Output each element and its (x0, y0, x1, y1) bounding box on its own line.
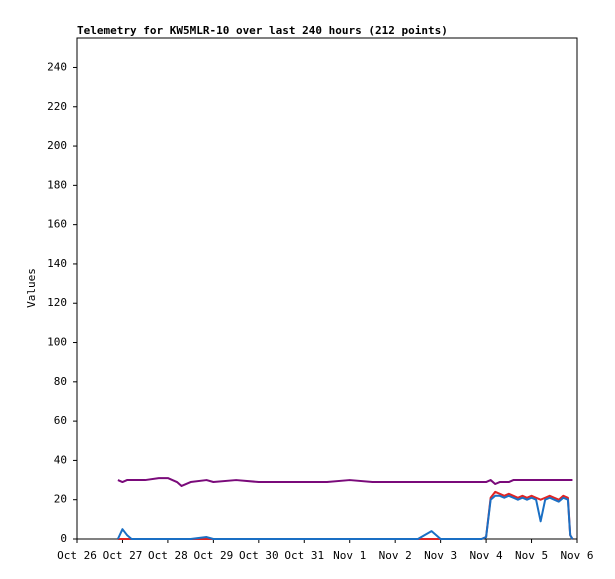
plot-frame (76, 37, 578, 540)
chart-title: Telemetry for KW5MLR-10 over last 240 ho… (77, 24, 448, 37)
series-line (117, 490, 574, 540)
x-tick-label: Nov 4 (470, 549, 503, 562)
series-line (117, 494, 574, 540)
y-tick-label: 0 (60, 532, 67, 545)
series-line (117, 477, 573, 487)
x-tick-label: Oct 28 (148, 549, 188, 562)
x-tick-label: Nov 1 (333, 549, 366, 562)
x-tick-label: Nov 5 (515, 549, 548, 562)
y-axis-label: Values (25, 268, 38, 308)
y-tick-label: 80 (54, 375, 67, 388)
y-tick-label: 40 (54, 453, 67, 466)
x-tick-label: Oct 29 (193, 549, 233, 562)
y-tick-label: 220 (47, 100, 67, 113)
y-tick-label: 120 (47, 296, 67, 309)
y-tick-label: 180 (47, 178, 67, 191)
y-tick-label: 240 (47, 60, 67, 73)
x-tick-label: Oct 26 (57, 549, 97, 562)
x-tick-label: Oct 31 (284, 549, 324, 562)
x-tick-label: Oct 30 (239, 549, 279, 562)
y-tick-label: 100 (47, 336, 67, 349)
y-tick-label: 200 (47, 139, 67, 152)
x-tick-label: Nov 6 (560, 549, 593, 562)
y-tick-label: 20 (54, 493, 67, 506)
x-tick-label: Nov 2 (379, 549, 412, 562)
x-tick-label: Nov 3 (424, 549, 457, 562)
x-tick-label: Oct 27 (103, 549, 143, 562)
y-tick-label: 60 (54, 414, 67, 427)
y-tick-label: 140 (47, 257, 67, 270)
y-tick-label: 160 (47, 218, 67, 231)
